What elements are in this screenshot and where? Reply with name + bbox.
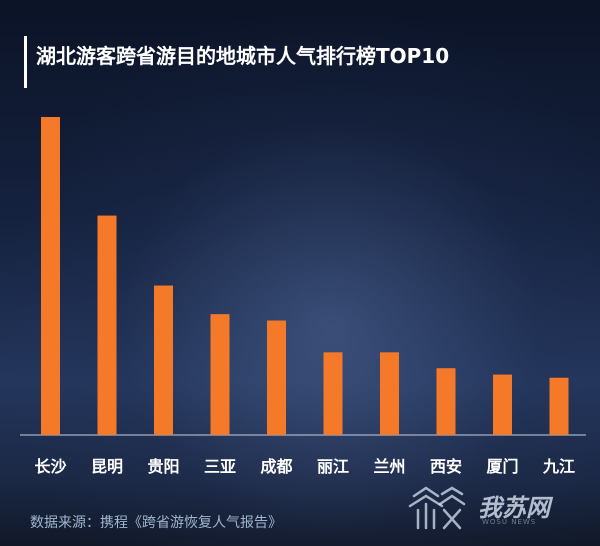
bar-1 — [97, 215, 117, 435]
bar-3 — [210, 314, 230, 435]
bar-6 — [380, 352, 399, 435]
category-label-6: 兰州 — [373, 457, 405, 476]
category-label-8: 厦门 — [486, 457, 518, 476]
category-label-4: 成都 — [260, 457, 292, 476]
category-label-2: 贵阳 — [147, 457, 179, 476]
category-label-1: 昆明 — [91, 457, 123, 476]
watermark-text: 我苏网 — [478, 494, 550, 522]
category-label-0: 长沙 — [34, 457, 66, 476]
watermark: 我苏网 WOSU NEWS — [408, 480, 588, 536]
bar-5 — [323, 352, 343, 435]
data-source-note: 数据来源：携程《跨省游恢复人气报告》 — [30, 515, 282, 531]
category-label-3: 三亚 — [204, 457, 236, 476]
category-label-7: 西安 — [430, 457, 462, 476]
bar-7 — [436, 368, 456, 435]
chart-title: 湖北游客跨省游目的地城市人气排行榜TOP10 — [36, 44, 450, 68]
category-label-9: 九江 — [542, 457, 575, 476]
bar-8 — [493, 374, 512, 435]
category-label-5: 丽江 — [317, 457, 349, 476]
jiangsu-logo-icon — [408, 486, 466, 530]
watermark-subtext: WOSU NEWS — [482, 518, 537, 526]
title-accent-bar — [24, 36, 27, 88]
bar-0 — [41, 117, 60, 435]
bar-2 — [154, 285, 173, 435]
bar-4 — [267, 320, 286, 435]
bar-9 — [549, 377, 569, 435]
